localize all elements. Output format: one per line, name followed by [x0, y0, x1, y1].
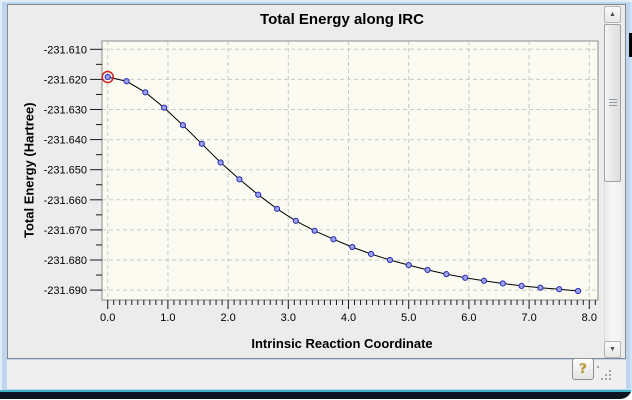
scrollbar-grip-icon: [609, 99, 617, 107]
y-tick-label: -231.610: [44, 44, 87, 56]
y-tick-label: -231.650: [44, 165, 87, 177]
data-point[interactable]: [386, 256, 394, 264]
y-tick-label: -231.640: [44, 135, 87, 147]
data-point[interactable]: [104, 73, 111, 81]
y-tick-label: -231.680: [44, 255, 87, 267]
window-bottom-accent: [0, 390, 632, 392]
scroll-down-button[interactable]: ▼: [604, 341, 621, 358]
y-tick-label: -231.620: [44, 74, 87, 86]
x-tick-label: 0.0: [100, 312, 115, 324]
data-point[interactable]: [311, 227, 318, 234]
data-point[interactable]: [292, 217, 299, 224]
data-point[interactable]: [349, 243, 356, 251]
data-point[interactable]: [480, 277, 488, 284]
scroll-up-button[interactable]: ▲: [604, 6, 621, 23]
plot-area[interactable]: [102, 41, 598, 300]
data-point[interactable]: [236, 176, 243, 183]
data-point[interactable]: [330, 236, 337, 243]
data-point[interactable]: [273, 205, 281, 212]
data-point[interactable]: [217, 159, 224, 166]
energy-curve: [107, 76, 579, 292]
data-point[interactable]: [537, 284, 544, 291]
data-point[interactable]: [424, 266, 431, 274]
chart-title: Total Energy along IRC: [260, 11, 424, 28]
x-tick-label: 7.0: [521, 312, 536, 324]
x-tick-label: 2.0: [220, 312, 235, 324]
help-icon: ?: [579, 361, 587, 377]
data-point[interactable]: [179, 122, 187, 129]
data-point[interactable]: [161, 104, 168, 111]
data-point[interactable]: [198, 140, 205, 147]
data-point[interactable]: [443, 271, 450, 278]
x-tick-label: 1.0: [160, 312, 175, 324]
data-point[interactable]: [556, 286, 563, 293]
data-point[interactable]: [255, 191, 262, 198]
help-button[interactable]: ?: [572, 358, 594, 380]
data-point[interactable]: [123, 78, 130, 85]
selected-point-ring: [101, 70, 114, 84]
background-artifact: [629, 33, 632, 57]
x-tick-label: 4.0: [341, 312, 356, 324]
irc-plot[interactable]: 0.0 1.0 2.0 3.0 4.0 5.0 6.0 7.0 8.0 -231.610 -231.…: [8, 5, 627, 358]
x-tick-label: 5.0: [401, 312, 416, 324]
x-axis-title: Intrinsic Reaction Coordinate: [251, 336, 433, 351]
resize-grip[interactable]: [597, 366, 615, 384]
data-point[interactable]: [462, 274, 469, 281]
data-point[interactable]: [499, 280, 506, 287]
x-tick-label: 6.0: [461, 312, 476, 324]
y-tick-label: -231.630: [44, 105, 87, 117]
plot-frame: [101, 40, 599, 301]
scrollbar-thumb[interactable]: [604, 24, 621, 182]
scroll-up-icon: ▲: [609, 11, 616, 18]
y-tick-label: -231.670: [44, 225, 87, 237]
status-bar: [7, 360, 626, 389]
data-point[interactable]: [367, 250, 375, 258]
x-tick-label: 8.0: [582, 312, 597, 324]
x-tick-label: 3.0: [281, 312, 296, 324]
window-bottom-border: [0, 392, 632, 399]
y-tick-label: -231.660: [44, 195, 87, 207]
y-tick-label: -231.690: [44, 285, 87, 297]
chart-panel: 0.0 1.0 2.0 3.0 4.0 5.0 6.0 7.0 8.0 -231.610 -231.…: [7, 4, 626, 359]
data-point[interactable]: [574, 287, 582, 295]
data-point[interactable]: [142, 89, 149, 96]
scroll-down-icon: ▼: [609, 346, 616, 353]
vertical-scrollbar: ▲ ▼: [604, 6, 621, 358]
data-point[interactable]: [518, 282, 525, 289]
y-axis-title: Total Energy (Hartree): [21, 102, 37, 239]
data-point[interactable]: [405, 262, 412, 269]
